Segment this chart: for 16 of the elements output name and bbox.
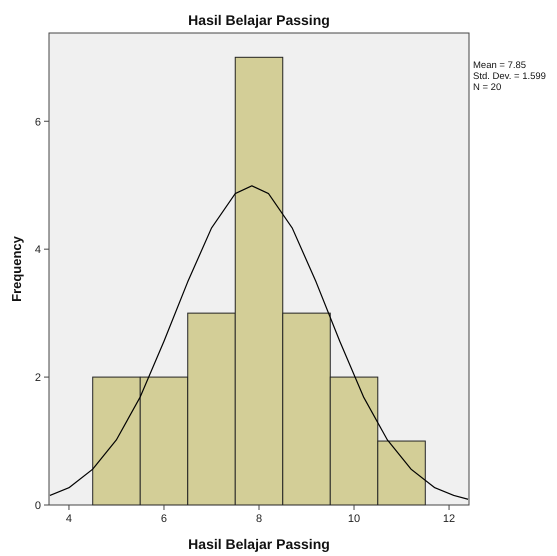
y-tick-label: 2 <box>34 372 41 384</box>
x-tick-label: 8 <box>256 513 262 525</box>
y-axis-title: Frequency <box>9 235 24 302</box>
x-tick-label: 4 <box>66 513 72 525</box>
y-tick-label: 0 <box>34 500 41 512</box>
line-series <box>49 185 469 500</box>
x-tick-label: 10 <box>348 513 360 525</box>
x-axis-title: Hasil Belajar Passing <box>188 536 330 552</box>
text: Std. Dev. = 1.599 <box>473 71 546 82</box>
text: Mean = 7.85 <box>473 60 526 71</box>
text: N = 20 <box>473 82 502 93</box>
y-tick-label: 4 <box>34 244 41 256</box>
chart-title: Hasil Belajar Passing <box>188 12 330 28</box>
y-tick-label: 6 <box>34 116 41 128</box>
x-tick-label: 12 <box>442 513 456 525</box>
x-tick-label: 6 <box>160 513 168 525</box>
